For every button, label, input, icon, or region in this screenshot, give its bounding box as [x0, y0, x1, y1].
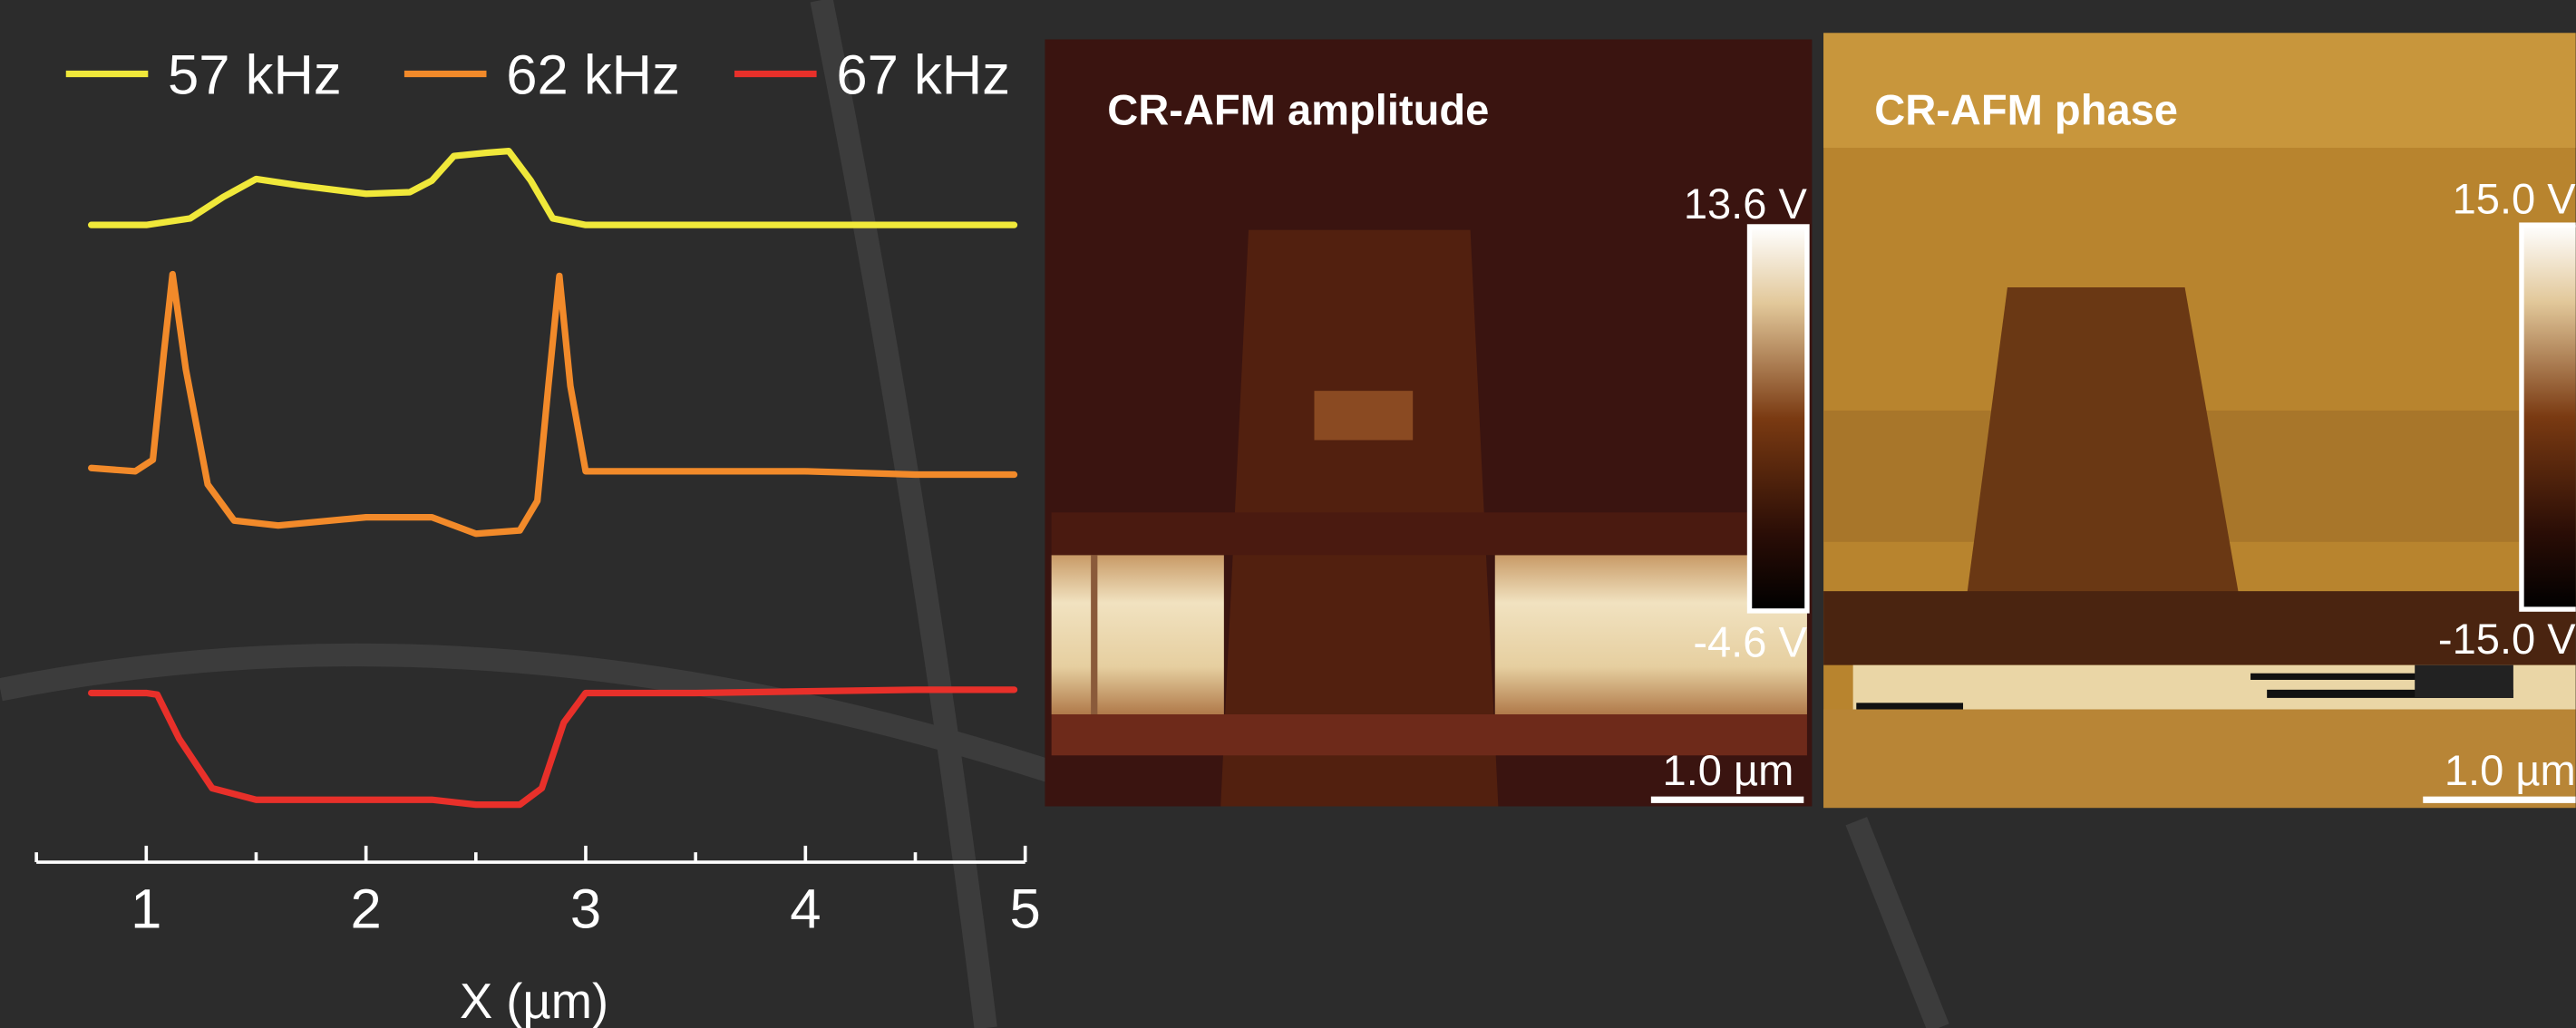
legend-label: 67 kHz: [836, 44, 1010, 106]
image-title: CR-AFM amplitude: [1107, 86, 1489, 134]
colorbar-min: -4.6 V: [1693, 618, 1807, 666]
image-speckle: [2415, 665, 2513, 698]
x-tick-label: 1: [131, 878, 161, 940]
x-axis-label: X (µm): [460, 974, 608, 1028]
colorbar: [2522, 225, 2576, 609]
colorbar-max: 13.6 V: [1684, 179, 1808, 228]
x-tick-label: 3: [570, 878, 601, 940]
image-feature: [1314, 391, 1413, 440]
figure: CR-AFM amplitude 13.6 V -4.6 V 1.0 µm CR…: [0, 0, 2576, 1028]
image-streak: [1091, 555, 1097, 714]
x-tick-label: 4: [790, 878, 821, 940]
image-speckle: [1856, 703, 1963, 709]
colorbar-min: -15.0 V: [2438, 615, 2576, 663]
colorbar: [1750, 227, 1807, 611]
image-band: [1052, 555, 1224, 714]
legend-label: 62 kHz: [506, 44, 680, 106]
phase-image: [1823, 33, 2576, 808]
legend-label: 57 kHz: [168, 44, 342, 106]
scale-bar-label: 1.0 µm: [1663, 746, 1794, 794]
scale-bar-label: 1.0 µm: [2445, 746, 2576, 794]
image-title: CR-AFM phase: [1874, 86, 2178, 134]
amplitude-image: CR-AFM amplitude 13.6 V -4.6 V 1.0 µm: [1045, 39, 1812, 806]
x-tick-label: 5: [1010, 878, 1041, 940]
image-band: [1052, 512, 1807, 555]
image-speckle: [2250, 674, 2431, 680]
colorbar-max: 15.0 V: [2453, 174, 2576, 222]
x-tick-label: 2: [351, 878, 382, 940]
